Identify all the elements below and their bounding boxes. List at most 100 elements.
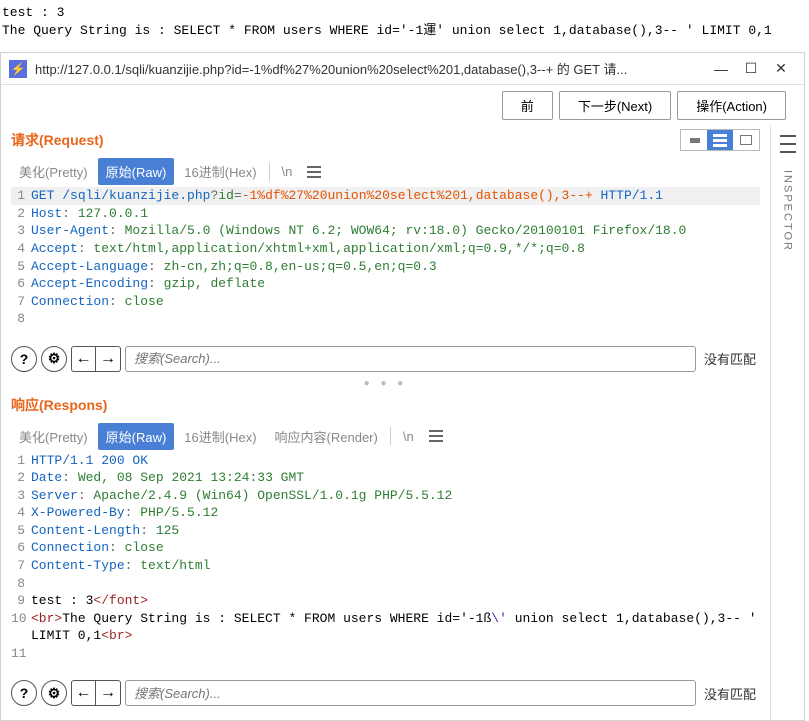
line-number: 4 (11, 240, 31, 258)
line-content: Accept: text/html,application/xhtml+xml,… (31, 240, 760, 258)
response-tabs: 美化(Pretty) 原始(Raw) 16进制(Hex) 响应内容(Render… (11, 423, 760, 450)
inspector-label: INSPECTOR (782, 170, 794, 252)
response-body[interactable]: 1HTTP/1.1 200 OK2Date: Wed, 08 Sep 2021 … (11, 452, 760, 671)
line-number: 6 (11, 275, 31, 293)
side-rail: INSPECTOR (770, 126, 804, 720)
nav-buttons: ← → (71, 680, 121, 706)
close-button[interactable]: ✕ (766, 57, 796, 81)
nav-buttons: ← → (71, 346, 121, 372)
action-button[interactable]: 操作(Action) (677, 91, 786, 120)
nav-prev-button[interactable]: ← (72, 681, 96, 705)
line-number: 9 (11, 592, 31, 610)
line-content: test : 3</font> (31, 592, 760, 610)
line-content: Accept-Encoding: gzip, deflate (31, 275, 760, 293)
line-content (31, 645, 760, 663)
response-search-row: ? ⚙ ← → 没有匹配 (11, 676, 760, 710)
line-number: 4 (11, 504, 31, 522)
line-content: User-Agent: Mozilla/5.0 (Windows NT 6.2;… (31, 222, 760, 240)
code-line: 3User-Agent: Mozilla/5.0 (Windows NT 6.2… (11, 222, 760, 240)
code-line: 6Accept-Encoding: gzip, deflate (11, 275, 760, 293)
code-line: 7Content-Type: text/html (11, 557, 760, 575)
tab-hex-resp[interactable]: 16进制(Hex) (176, 423, 264, 450)
search-input[interactable] (125, 346, 696, 372)
code-line: 7Connection: close (11, 293, 760, 311)
help-button[interactable]: ? (11, 680, 37, 706)
code-line: 2Date: Wed, 08 Sep 2021 13:24:33 GMT (11, 469, 760, 487)
tab-newline-resp[interactable]: \n (395, 425, 422, 448)
line-number: 5 (11, 258, 31, 276)
view-list-button[interactable] (707, 130, 733, 150)
rail-toggle-icon[interactable] (776, 132, 800, 156)
code-line: 6Connection: close (11, 539, 760, 557)
tab-newline[interactable]: \n (274, 160, 301, 183)
code-line: 5Accept-Language: zh-cn,zh;q=0.8,en-us;q… (11, 258, 760, 276)
nav-prev-button[interactable]: ← (72, 347, 96, 371)
code-line: 1HTTP/1.1 200 OK (11, 452, 760, 470)
section-divider: ● ● ● (11, 376, 760, 391)
tab-separator (390, 427, 391, 445)
request-body[interactable]: 1GET /sqli/kuanzijie.php?id=-1%df%27%20u… (11, 187, 760, 335)
line-number: 5 (11, 522, 31, 540)
code-line: 4X-Powered-By: PHP/5.5.12 (11, 504, 760, 522)
search-input[interactable] (125, 680, 696, 706)
tab-menu-button[interactable] (424, 425, 448, 447)
code-line: 3Server: Apache/2.4.9 (Win64) OpenSSL/1.… (11, 487, 760, 505)
tab-raw[interactable]: 原始(Raw) (98, 158, 175, 185)
line-number: 3 (11, 222, 31, 240)
code-line: 8 (11, 310, 760, 328)
line-number: 11 (11, 645, 31, 663)
line-number: 10 (11, 610, 31, 645)
line-content: Content-Type: text/html (31, 557, 760, 575)
line-content (31, 310, 760, 328)
line-content (31, 575, 760, 593)
tab-menu-button[interactable] (302, 161, 326, 183)
request-tabs: 美化(Pretty) 原始(Raw) 16进制(Hex) \n (11, 158, 760, 185)
code-line: 11 (11, 645, 760, 663)
minimize-button[interactable]: — (706, 57, 736, 81)
tab-render-resp[interactable]: 响应内容(Render) (267, 423, 386, 450)
nav-next-button[interactable]: → (96, 681, 120, 705)
tab-pretty[interactable]: 美化(Pretty) (11, 158, 96, 185)
line-number: 8 (11, 310, 31, 328)
request-search-row: ? ⚙ ← → 没有匹配 (11, 342, 760, 376)
code-line: 8 (11, 575, 760, 593)
next-button[interactable]: 下一步(Next) (559, 91, 671, 120)
line-number: 1 (11, 452, 31, 470)
line-content: <br>The Query String is : SELECT * FROM … (31, 610, 760, 645)
titlebar: ⚡ http://127.0.0.1/sqli/kuanzijie.php?id… (1, 53, 804, 85)
help-button[interactable]: ? (11, 346, 37, 372)
code-line: 2Host: 127.0.0.1 (11, 205, 760, 223)
settings-button[interactable]: ⚙ (41, 680, 67, 706)
tab-raw-resp[interactable]: 原始(Raw) (98, 423, 175, 450)
line-content: Connection: close (31, 539, 760, 557)
line-number: 7 (11, 557, 31, 575)
request-title: 请求(Request) (11, 126, 104, 154)
view-card-button[interactable] (733, 130, 759, 150)
page-top-output: test : 3 The Query String is : SELECT * … (0, 0, 809, 44)
prev-button[interactable]: 前 (502, 91, 553, 120)
line-content: Server: Apache/2.4.9 (Win64) OpenSSL/1.0… (31, 487, 760, 505)
code-line: 9test : 3</font> (11, 592, 760, 610)
output-line-1: test : 3 (2, 4, 807, 22)
line-number: 2 (11, 469, 31, 487)
tab-hex[interactable]: 16进制(Hex) (176, 158, 264, 185)
code-line: 4Accept: text/html,application/xhtml+xml… (11, 240, 760, 258)
settings-button[interactable]: ⚙ (41, 346, 67, 372)
view-grid-button[interactable] (681, 130, 707, 150)
maximize-button[interactable]: ☐ (736, 57, 766, 81)
line-content: X-Powered-By: PHP/5.5.12 (31, 504, 760, 522)
window-title: http://127.0.0.1/sqli/kuanzijie.php?id=-… (35, 59, 706, 78)
no-match-label: 没有匹配 (700, 684, 760, 703)
line-number: 2 (11, 205, 31, 223)
output-line-2: The Query String is : SELECT * FROM user… (2, 22, 807, 40)
line-content: Accept-Language: zh-cn,zh;q=0.8,en-us;q=… (31, 258, 760, 276)
line-number: 7 (11, 293, 31, 311)
tab-pretty-resp[interactable]: 美化(Pretty) (11, 423, 96, 450)
tab-separator (269, 163, 270, 181)
nav-next-button[interactable]: → (96, 347, 120, 371)
code-line: 1GET /sqli/kuanzijie.php?id=-1%df%27%20u… (11, 187, 760, 205)
line-content: Connection: close (31, 293, 760, 311)
line-number: 1 (11, 187, 31, 205)
line-content: HTTP/1.1 200 OK (31, 452, 760, 470)
view-toggle (680, 129, 760, 151)
